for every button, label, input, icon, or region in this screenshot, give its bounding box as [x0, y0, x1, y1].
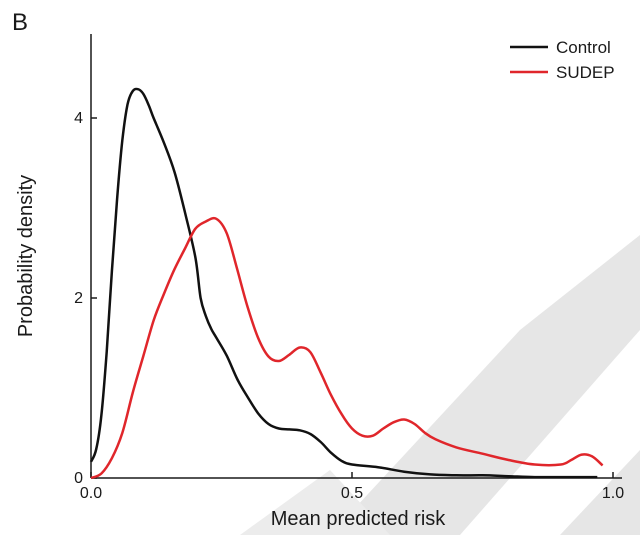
legend-label-control: Control [556, 38, 611, 57]
series-line-control [89, 87, 598, 479]
x-tick-label: 1.0 [602, 485, 624, 502]
series-group [89, 87, 604, 480]
x-tick-label: 0.0 [80, 485, 102, 502]
panel-label: B [12, 9, 28, 36]
x-axis-title: Mean predicted risk [271, 508, 447, 530]
legend-label-sudep: SUDEP [556, 63, 615, 82]
y-tick-label: 0 [74, 470, 83, 487]
y-tick-label: 2 [74, 290, 83, 307]
y-tick-label: 4 [74, 110, 83, 127]
legend: Control SUDEP [510, 38, 615, 82]
x-tick-label: 0.5 [341, 485, 363, 502]
y-axis-title: Probability density [15, 175, 37, 337]
watermark [240, 235, 640, 535]
tick-group: 0.0 0.5 1.0 0 2 4 [74, 110, 624, 502]
series-line-sudep [90, 216, 604, 480]
